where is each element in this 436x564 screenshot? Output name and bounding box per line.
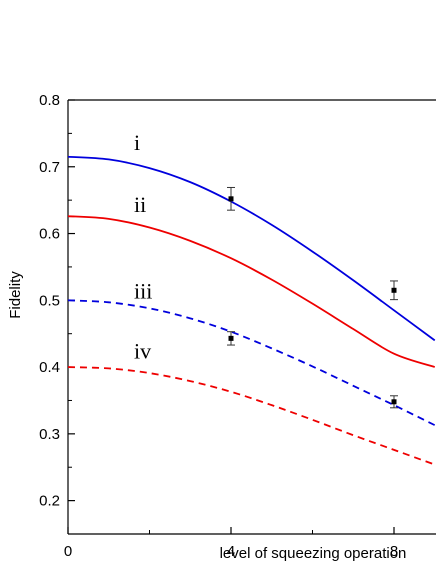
- y-tick-label: 0.8: [39, 92, 60, 109]
- y-tick-label: 0.5: [39, 292, 60, 309]
- data-point: [228, 196, 234, 202]
- curve-label-i: i: [134, 130, 140, 155]
- y-tick-label: 0.4: [39, 359, 60, 376]
- y-tick-label: 0.3: [39, 426, 60, 443]
- series-line-ii: [67, 215, 436, 368]
- series-line-i: [67, 155, 436, 342]
- curve-label-iii: iii: [134, 278, 152, 303]
- y-axis-title: Fidelity: [7, 271, 24, 319]
- y-tick-label: 0.7: [39, 159, 60, 176]
- curve-label-iv: iv: [134, 338, 151, 363]
- x-tick-label: 0: [64, 543, 72, 560]
- curve-label-ii: ii: [134, 192, 146, 217]
- x-axis-title: level of squeezing operation: [220, 545, 407, 562]
- x-tick-label: 8: [390, 543, 398, 560]
- data-point: [391, 287, 397, 293]
- data-point: [391, 399, 397, 405]
- series-line-iv: [67, 366, 436, 466]
- x-tick-label: 4: [227, 543, 235, 560]
- series-line-iii: [67, 299, 436, 426]
- y-tick-label: 0.6: [39, 226, 60, 243]
- data-point: [228, 335, 234, 341]
- y-tick-label: 0.2: [39, 493, 60, 510]
